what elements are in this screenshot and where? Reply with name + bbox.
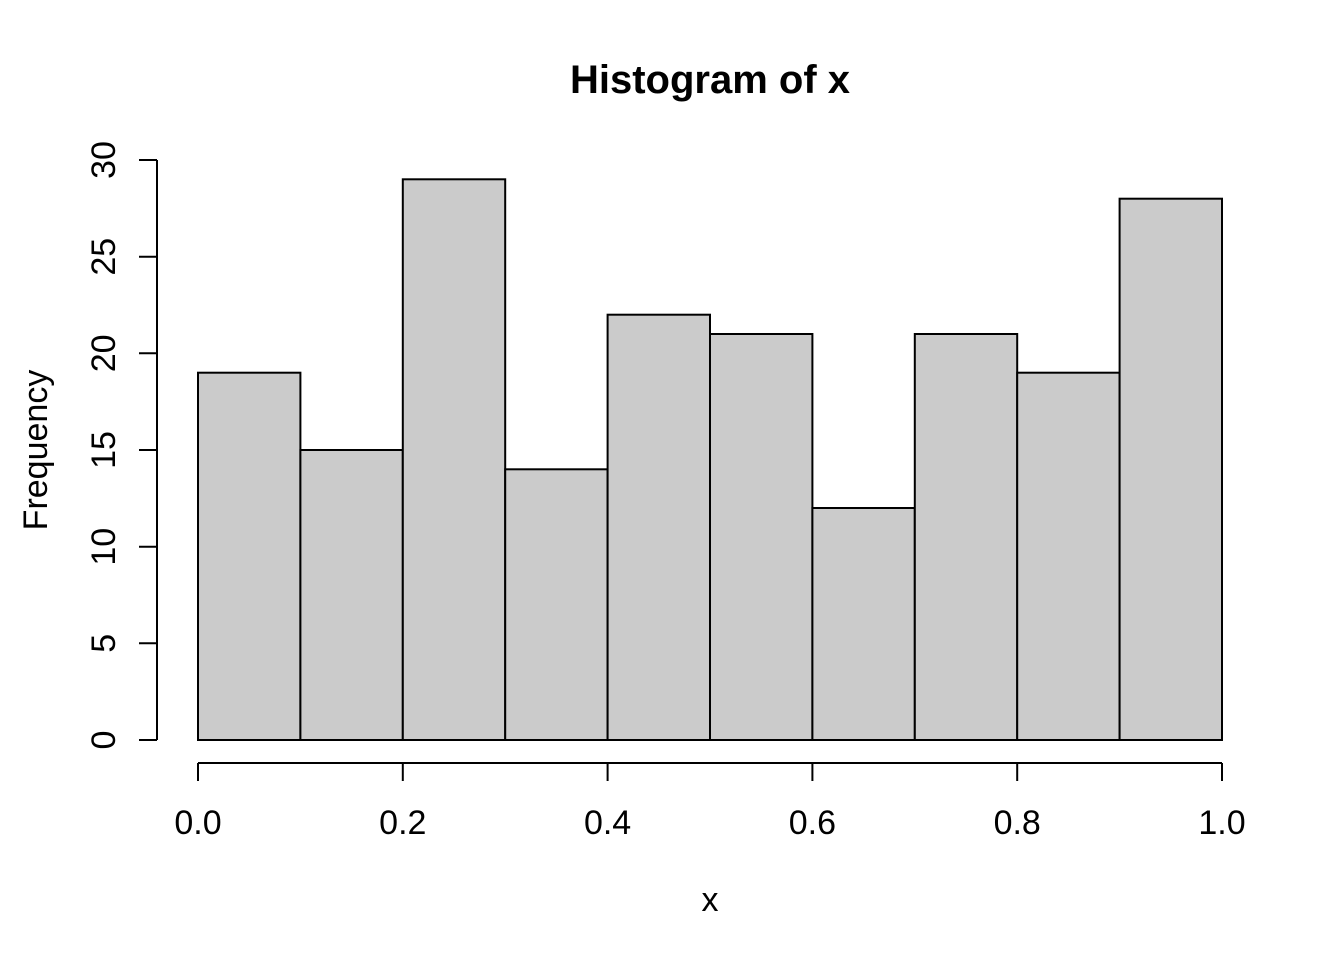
histogram-bar	[299, 449, 404, 741]
histogram-bar	[811, 507, 916, 741]
y-tick-label: 20	[85, 334, 123, 372]
y-tick-label: 5	[85, 634, 123, 653]
y-tick-label: 30	[85, 141, 123, 179]
y-axis: 0 5 10 15 20 25 30	[85, 141, 158, 750]
x-axis-label: x	[702, 881, 719, 919]
y-tick-label: 25	[85, 238, 123, 276]
x-tick-label: 0.4	[584, 804, 631, 842]
histogram-bar	[1016, 371, 1121, 741]
x-tick-label: 0.0	[174, 804, 221, 842]
x-tick-label: 1.0	[1198, 804, 1245, 842]
x-axis: 0.0 0.2 0.4 0.6 0.8 1.0	[174, 762, 1246, 842]
y-tick-label: 0	[85, 731, 123, 750]
histogram-bar	[401, 178, 507, 742]
histogram-bar	[504, 468, 609, 741]
x-tick-label: 0.8	[994, 804, 1041, 842]
histogram-bar	[606, 313, 711, 741]
histogram-bar	[1118, 197, 1223, 741]
histogram-bar	[709, 333, 814, 741]
x-tick-label: 0.6	[789, 804, 836, 842]
chart-title: Histogram of x	[570, 58, 850, 102]
y-tick-label: 15	[85, 431, 123, 469]
histogram-bar	[913, 333, 1019, 741]
y-axis-label: Frequency	[17, 370, 55, 531]
y-tick-label: 10	[85, 528, 123, 566]
bars-group	[197, 178, 1223, 742]
x-tick-label: 0.2	[379, 804, 426, 842]
histogram-bar	[197, 371, 302, 741]
